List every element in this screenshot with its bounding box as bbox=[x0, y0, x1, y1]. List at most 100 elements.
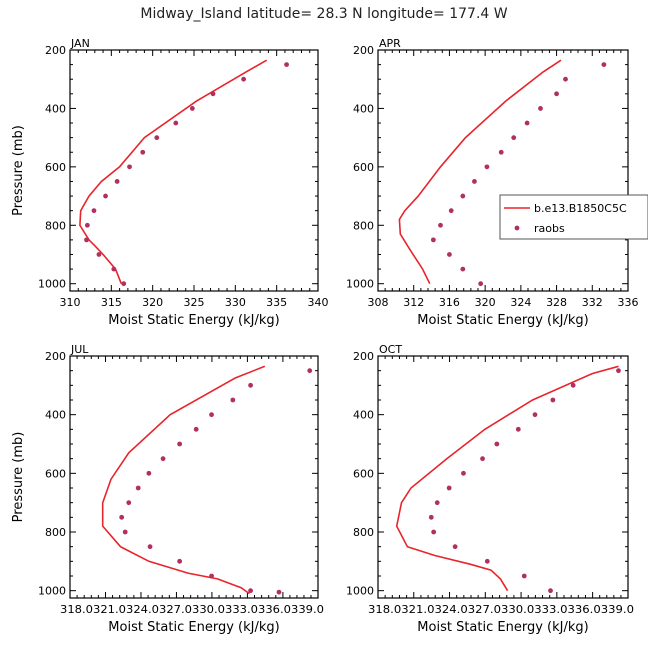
x-tick-label: 318.0321.0324.0327.0330.0333.0336.0339.0 bbox=[60, 603, 324, 616]
x-tick-label: 320 bbox=[142, 296, 163, 309]
raobs-point bbox=[472, 179, 477, 184]
x-tick-label: 325 bbox=[184, 296, 205, 309]
x-tick-label: 310 bbox=[60, 296, 81, 309]
raobs-point bbox=[84, 237, 89, 243]
model-profile-line bbox=[395, 365, 619, 592]
raobs-point bbox=[96, 252, 102, 257]
raobs-point bbox=[122, 529, 128, 535]
raobs-point bbox=[248, 588, 253, 594]
raobs-point bbox=[554, 91, 559, 97]
raobs-point bbox=[230, 397, 236, 403]
raobs-point bbox=[563, 76, 568, 82]
plot-frame bbox=[377, 355, 629, 599]
y-tick-label: 400 bbox=[45, 102, 66, 115]
x-axis-label: Moist Static Energy (kJ/kg) bbox=[417, 620, 588, 635]
x-tick-label: 330 bbox=[225, 296, 246, 309]
raobs-point bbox=[114, 179, 120, 184]
raobs-point bbox=[307, 368, 313, 374]
raobs-point bbox=[189, 106, 195, 111]
x-tick-label: 340 bbox=[308, 296, 329, 309]
raobs-point bbox=[460, 266, 466, 272]
raobs-point bbox=[511, 135, 517, 141]
legend-model-label: b.e13.B1850C5C bbox=[534, 202, 627, 215]
legend-obs-swatch bbox=[514, 225, 520, 231]
panel-label: JUL bbox=[70, 343, 89, 356]
raobs-point bbox=[452, 544, 458, 550]
raobs-point bbox=[498, 149, 504, 155]
raobs-point bbox=[478, 281, 484, 287]
model-profile-line bbox=[79, 59, 268, 284]
raobs-point bbox=[193, 426, 199, 432]
y-tick-label: 800 bbox=[45, 219, 66, 232]
y-axis-label: Pressure (mb) bbox=[11, 125, 26, 216]
raobs-point bbox=[177, 558, 183, 564]
raobs-point bbox=[126, 500, 132, 506]
raobs-point bbox=[484, 164, 490, 170]
plot-frame bbox=[69, 49, 319, 292]
model-profile-line bbox=[101, 365, 266, 595]
raobs-point bbox=[276, 589, 282, 595]
y-tick-label: 600 bbox=[45, 467, 66, 480]
raobs-point bbox=[480, 456, 485, 462]
raobs-point bbox=[91, 208, 97, 214]
raobs-point bbox=[210, 91, 216, 97]
y-tick-label: 600 bbox=[353, 467, 374, 480]
y-tick-label: 800 bbox=[353, 219, 374, 232]
raobs-point bbox=[209, 573, 214, 579]
panel-apr: APR 200 400 600 800 1000 308 312 316 320 324 328 332… bbox=[346, 37, 648, 328]
raobs-point bbox=[160, 456, 166, 462]
raobs-point bbox=[147, 544, 153, 550]
y-tick-label: 800 bbox=[353, 526, 374, 539]
legend-obs-label: raobs bbox=[534, 222, 565, 235]
y-tick-label: 600 bbox=[353, 161, 374, 174]
y-tick-label: 1000 bbox=[38, 278, 66, 291]
x-tick-label: 318.0321.0324.0327.0330.0333.0336.0339.0 bbox=[368, 603, 634, 616]
y-axis-label: Pressure (mb) bbox=[11, 432, 26, 523]
raobs-point bbox=[484, 558, 490, 564]
raobs-point bbox=[177, 441, 183, 447]
raobs-point bbox=[241, 76, 247, 82]
y-tick-label: 400 bbox=[45, 409, 66, 422]
raobs-point bbox=[248, 382, 253, 388]
raobs-point bbox=[140, 149, 146, 155]
y-tick-label: 800 bbox=[45, 526, 66, 539]
raobs-point bbox=[431, 529, 437, 535]
raobs-point bbox=[494, 441, 500, 447]
panel-jul: JUL 200 400 600 800 1000 318.0321.0324.0327.03… bbox=[11, 343, 324, 635]
panel-jan: JAN 200 400 600 800 1000 310 315 320 325 330 335 340… bbox=[11, 37, 329, 328]
raobs-point bbox=[447, 252, 452, 257]
legend: b.e13.B1850C5C raobs bbox=[499, 194, 648, 240]
raobs-point bbox=[448, 208, 454, 214]
raobs-point bbox=[173, 120, 179, 126]
raobs-point bbox=[616, 368, 621, 374]
raobs-point bbox=[111, 266, 117, 272]
y-tick-label: 400 bbox=[353, 409, 374, 422]
y-tick-label: 400 bbox=[353, 102, 374, 115]
model-profile-line bbox=[398, 59, 562, 285]
plot-frame bbox=[69, 355, 319, 599]
raobs-point bbox=[84, 222, 90, 228]
raobs-point bbox=[438, 222, 443, 228]
panel-label: OCT bbox=[379, 343, 402, 356]
y-tick-label: 1000 bbox=[346, 278, 374, 291]
raobs-point bbox=[121, 281, 127, 287]
x-tick-label: 315 bbox=[101, 296, 122, 309]
raobs-point bbox=[430, 237, 436, 243]
main-title: Midway_Island latitude= 28.3 N longitude… bbox=[140, 6, 508, 22]
raobs-point bbox=[154, 135, 160, 141]
panel-label: APR bbox=[379, 37, 401, 50]
y-tick-label: 200 bbox=[45, 44, 66, 57]
raobs-point bbox=[524, 120, 530, 126]
x-tick-label: 308 bbox=[368, 296, 389, 309]
raobs-point bbox=[103, 193, 108, 199]
raobs-point bbox=[135, 485, 141, 491]
y-tick-label: 200 bbox=[45, 350, 66, 363]
x-tick-label: 320 bbox=[475, 296, 496, 309]
raobs-point bbox=[601, 62, 607, 68]
raobs-point bbox=[119, 514, 125, 520]
y-tick-label: 1000 bbox=[346, 585, 374, 598]
y-tick-label: 600 bbox=[45, 161, 66, 174]
raobs-point bbox=[428, 514, 434, 520]
x-axis-label: Moist Static Energy (kJ/kg) bbox=[417, 313, 588, 328]
